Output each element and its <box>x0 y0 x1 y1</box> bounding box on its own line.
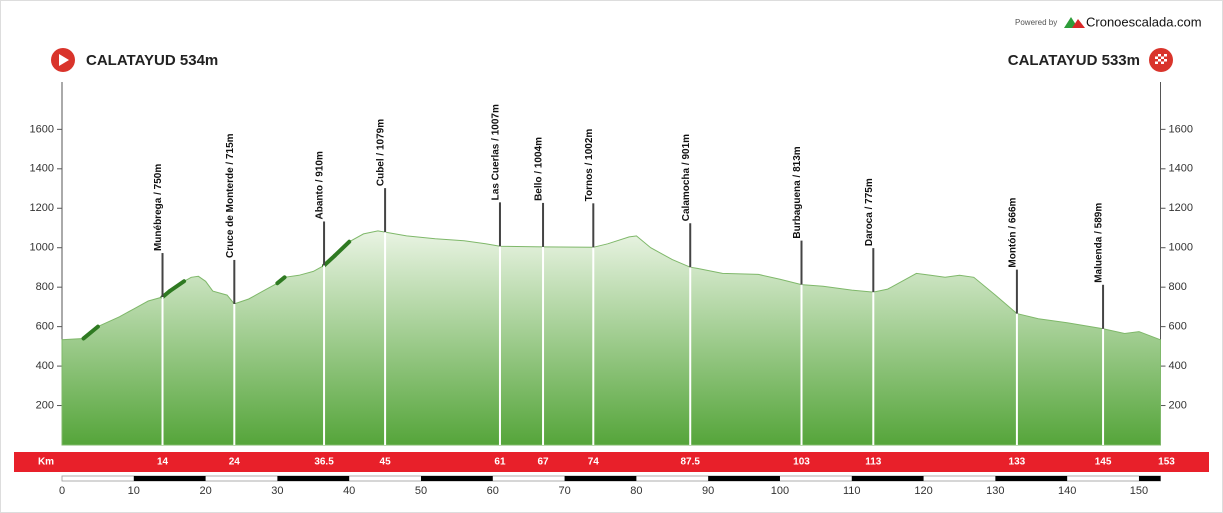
waypoint-label: Burbaguena / 813m <box>792 146 803 238</box>
waypoint-label: Munébrega / 750m <box>153 164 164 251</box>
waypoint-km: 67 <box>537 457 549 468</box>
scale-segment <box>851 476 924 481</box>
waypoint-km: 103 <box>793 457 810 468</box>
y2-tick-label: 400 <box>1169 360 1187 372</box>
x-tick-label: 90 <box>702 485 714 497</box>
y2-tick-label: 800 <box>1169 281 1187 293</box>
waypoint-label: Abanto / 910m <box>315 151 326 219</box>
km-label: Km <box>38 457 54 468</box>
x-tick-label: 0 <box>59 485 65 497</box>
scale-segment <box>995 476 1068 481</box>
x-tick-label: 120 <box>914 485 932 497</box>
waypoint-label: Bello / 1004m <box>534 137 545 201</box>
y-tick-label: 1200 <box>30 202 54 214</box>
waypoint-km: 133 <box>1009 457 1026 468</box>
start-icon <box>51 48 75 72</box>
finish-label: CALATAYUD 533m <box>1008 52 1140 69</box>
waypoint-km: 145 <box>1095 457 1112 468</box>
waypoint-km: 113 <box>865 457 882 468</box>
y-tick-label: 200 <box>36 399 54 411</box>
start-label: CALATAYUD 534m <box>86 52 218 69</box>
y-tick-label: 1400 <box>30 163 54 175</box>
scale-segment <box>1138 476 1161 481</box>
y2-tick-label: 200 <box>1169 399 1187 411</box>
y2-tick-label: 1600 <box>1169 123 1193 135</box>
x-tick-label: 30 <box>271 485 283 497</box>
y-tick-label: 600 <box>36 321 54 333</box>
km-band <box>14 452 1209 472</box>
y-tick-label: 400 <box>36 360 54 372</box>
waypoint-label: Cubel / 1079m <box>376 119 387 186</box>
y-tick-label: 800 <box>36 281 54 293</box>
x-tick-label: 100 <box>771 485 789 497</box>
x-tick-label: 60 <box>487 485 499 497</box>
y-tick-label: 1000 <box>30 242 54 254</box>
finish-icon <box>1149 48 1173 72</box>
brand-logo <box>1064 17 1085 28</box>
brand: Cronoescalada.com <box>1086 14 1202 29</box>
waypoint-label: Tornos / 1002m <box>584 129 595 202</box>
scale-segment <box>708 476 780 481</box>
x-tick-label: 10 <box>128 485 140 497</box>
waypoint-label: Calamocha / 901m <box>681 134 692 221</box>
y-tick-label: 1600 <box>30 123 54 135</box>
steep-segment <box>81 324 100 341</box>
y2-tick-label: 1000 <box>1169 242 1193 254</box>
steep-segment <box>167 279 187 294</box>
x-tick-label: 20 <box>199 485 211 497</box>
y2-tick-label: 1200 <box>1169 202 1193 214</box>
waypoint-km: 36.5 <box>314 457 334 468</box>
scale-segment <box>420 476 493 481</box>
x-tick-label: 140 <box>1058 485 1076 497</box>
waypoint-km: 87.5 <box>680 457 700 468</box>
waypoint-label: Daroca / 775m <box>864 178 875 246</box>
waypoint-label: Montón / 666m <box>1008 197 1019 267</box>
scale-segment <box>133 476 206 481</box>
waypoint-km: 24 <box>229 457 241 468</box>
x-tick-label: 50 <box>415 485 427 497</box>
waypoint-km: 14 <box>157 457 169 468</box>
x-tick-label: 110 <box>843 485 861 497</box>
finish-km: 153 <box>1158 457 1175 468</box>
x-tick-label: 130 <box>986 485 1004 497</box>
steep-segment <box>332 239 352 258</box>
y2-tick-label: 1400 <box>1169 163 1193 175</box>
steep-segment <box>275 275 287 286</box>
waypoint-km: 61 <box>494 457 506 468</box>
waypoint-label: Cruce de Monterde / 715m <box>225 133 236 258</box>
waypoint-km: 74 <box>588 457 600 468</box>
x-tick-label: 80 <box>630 485 642 497</box>
powered-by: Powered by <box>1015 18 1057 27</box>
waypoint-label: Las Cuerlas / 1007m <box>491 104 502 200</box>
waypoint-km: 45 <box>380 457 392 468</box>
x-tick-label: 150 <box>1130 485 1148 497</box>
scale-segment <box>564 476 637 481</box>
scale-segment <box>277 476 350 481</box>
y2-tick-label: 600 <box>1169 321 1187 333</box>
waypoint-label: Maluenda / 589m <box>1094 203 1105 283</box>
steep-segment <box>322 253 337 268</box>
x-tick-label: 40 <box>343 485 355 497</box>
x-tick-label: 70 <box>558 485 570 497</box>
